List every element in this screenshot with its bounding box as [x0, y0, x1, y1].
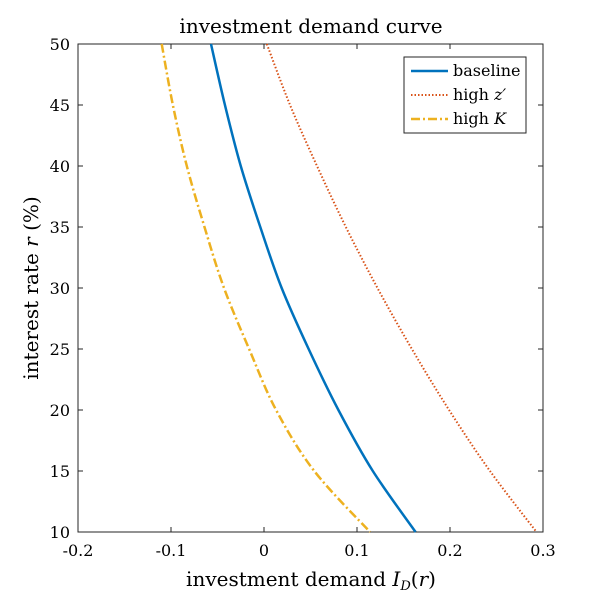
- y-tick-label: 45: [50, 96, 70, 115]
- x-axis-label: investment demand ID(r): [186, 567, 436, 594]
- chart-title: investment demand curve: [179, 14, 442, 38]
- series-line-high-k: [160, 43, 371, 533]
- y-axis-label-variable: r: [19, 236, 43, 247]
- x-tick-label: -0.1: [156, 541, 187, 560]
- x-tick-label: 0.3: [530, 541, 555, 560]
- y-tick-label: 30: [50, 279, 70, 298]
- x-axis-label-text: investment demand: [186, 567, 392, 591]
- x-axis-label-symbol: I: [391, 567, 401, 591]
- series-line-high-z: [265, 43, 538, 533]
- y-tick-label: 25: [50, 340, 70, 359]
- series-layer: [160, 43, 538, 533]
- legend: baseline high z′ high K: [403, 56, 527, 134]
- legend-label-high-k-word: high: [453, 109, 494, 128]
- x-axis-label-subscript: D: [399, 579, 411, 594]
- x-axis-ticks: -0.2 -0.1 0 0.1 0.2 0.3: [63, 44, 556, 560]
- legend-label-high-z-symbol: z′: [493, 85, 506, 104]
- y-axis-label: interest rate r (%): [19, 196, 43, 379]
- y-tick-label: 20: [50, 401, 70, 420]
- y-axis-label-text: interest rate: [19, 247, 43, 380]
- x-tick-label: 0.1: [344, 541, 369, 560]
- x-tick-label: 0.2: [437, 541, 462, 560]
- y-tick-label: 10: [50, 523, 70, 542]
- y-axis-label-unit: (%): [19, 196, 43, 237]
- y-tick-label: 40: [50, 157, 70, 176]
- legend-label-baseline: baseline: [453, 61, 520, 80]
- x-tick-label: -0.2: [63, 541, 94, 560]
- y-axis-ticks: 10 15 20 25 30 35 40 45 50: [50, 35, 543, 542]
- legend-label-high-z-word: high: [453, 85, 494, 104]
- y-tick-label: 15: [50, 462, 70, 481]
- legend-label-high-k: high K: [453, 109, 507, 128]
- legend-label-high-k-symbol: K: [493, 109, 507, 128]
- legend-label-high-z: high z′: [453, 85, 506, 104]
- x-axis-label-variable: r: [419, 567, 430, 591]
- legend-box: [403, 56, 527, 134]
- x-axis-label-close-paren: ): [428, 567, 436, 591]
- y-tick-label: 35: [50, 218, 70, 237]
- series-line-baseline: [209, 43, 417, 533]
- y-tick-label: 50: [50, 35, 70, 54]
- x-tick-label: 0: [259, 541, 269, 560]
- x-axis-label-open-paren: (: [411, 567, 419, 591]
